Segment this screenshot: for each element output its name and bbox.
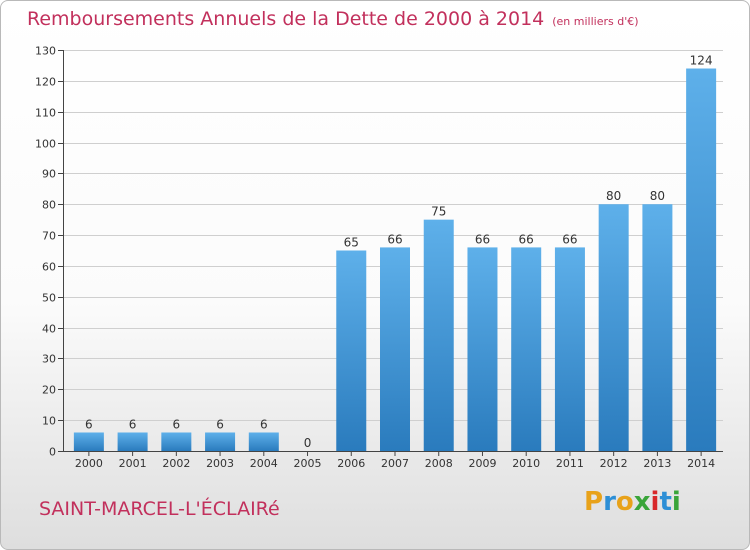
city-name: SAINT-MARCEL-L'ÉCLAIRé bbox=[39, 498, 280, 520]
y-tick-label: 30 bbox=[42, 353, 56, 366]
x-tick-label: 2013 bbox=[643, 457, 671, 470]
y-tick-label: 60 bbox=[42, 261, 56, 274]
x-tick-label: 2002 bbox=[162, 457, 190, 470]
labels: 0102030405060708090100110120130200062001… bbox=[35, 45, 715, 471]
y-tick-label: 20 bbox=[42, 384, 56, 397]
x-tick-label: 2004 bbox=[250, 457, 278, 470]
logo-letter: o bbox=[615, 487, 634, 517]
value-label: 65 bbox=[344, 236, 359, 250]
value-label: 6 bbox=[129, 417, 137, 431]
value-label: 66 bbox=[562, 232, 577, 246]
bars bbox=[73, 68, 717, 451]
y-tick-label: 40 bbox=[42, 323, 56, 336]
logo-letter: i bbox=[671, 487, 681, 517]
value-label: 6 bbox=[85, 417, 93, 431]
y-tick-label: 70 bbox=[42, 230, 56, 243]
value-label: 0 bbox=[304, 436, 312, 450]
value-label: 80 bbox=[650, 189, 665, 203]
bar bbox=[511, 247, 542, 451]
logo-letter: P bbox=[584, 487, 604, 517]
chart-title: Remboursements Annuels de la Dette de 20… bbox=[27, 8, 639, 30]
x-tick-label: 2012 bbox=[600, 457, 628, 470]
x-tick-label: 2014 bbox=[687, 457, 715, 470]
y-tick-label: 130 bbox=[35, 45, 56, 58]
bar bbox=[73, 432, 104, 451]
x-tick-label: 2009 bbox=[468, 457, 496, 470]
value-label: 6 bbox=[216, 417, 224, 431]
proxiti-logo: Proxiti bbox=[584, 487, 681, 517]
axes bbox=[58, 50, 723, 456]
x-tick-label: 2011 bbox=[556, 457, 584, 470]
chart-subtitle: (en milliers d'€) bbox=[552, 15, 639, 28]
bar bbox=[598, 204, 629, 451]
x-tick-label: 2006 bbox=[337, 457, 365, 470]
y-tick-label: 110 bbox=[35, 107, 56, 120]
y-tick-label: 100 bbox=[35, 138, 56, 151]
value-label: 80 bbox=[606, 189, 621, 203]
y-tick-label: 80 bbox=[42, 199, 56, 212]
value-label: 75 bbox=[431, 205, 446, 219]
bar bbox=[248, 432, 279, 451]
bar bbox=[205, 432, 236, 451]
chart-title-text: Remboursements Annuels de la Dette de 20… bbox=[27, 8, 545, 30]
value-label: 66 bbox=[519, 232, 534, 246]
value-label: 124 bbox=[690, 54, 713, 68]
bar bbox=[336, 250, 367, 451]
bar bbox=[117, 432, 148, 451]
value-label: 6 bbox=[260, 417, 268, 431]
x-tick-label: 2010 bbox=[512, 457, 540, 470]
logo-letter: x bbox=[633, 487, 651, 517]
x-tick-label: 2001 bbox=[119, 457, 147, 470]
bar bbox=[642, 204, 673, 451]
bar bbox=[554, 247, 585, 451]
value-label: 66 bbox=[475, 232, 490, 246]
y-tick-label: 120 bbox=[35, 76, 56, 89]
bar bbox=[161, 432, 192, 451]
y-tick-label: 50 bbox=[42, 292, 56, 305]
y-tick-label: 10 bbox=[42, 415, 56, 428]
value-label: 66 bbox=[387, 232, 402, 246]
x-tick-label: 2007 bbox=[381, 457, 409, 470]
y-tick-label: 90 bbox=[42, 168, 56, 181]
bar bbox=[423, 219, 454, 451]
logo-letter: i bbox=[650, 487, 660, 517]
logo-letter: t bbox=[659, 487, 672, 517]
x-tick-label: 2000 bbox=[75, 457, 103, 470]
bar bbox=[380, 247, 410, 451]
y-tick-label: 0 bbox=[49, 446, 56, 459]
x-tick-label: 2005 bbox=[294, 457, 322, 470]
bar bbox=[467, 247, 498, 451]
bar bbox=[686, 68, 717, 451]
x-tick-label: 2008 bbox=[425, 457, 453, 470]
logo-letter: r bbox=[603, 487, 616, 517]
value-label: 6 bbox=[173, 417, 181, 431]
x-tick-label: 2003 bbox=[206, 457, 234, 470]
